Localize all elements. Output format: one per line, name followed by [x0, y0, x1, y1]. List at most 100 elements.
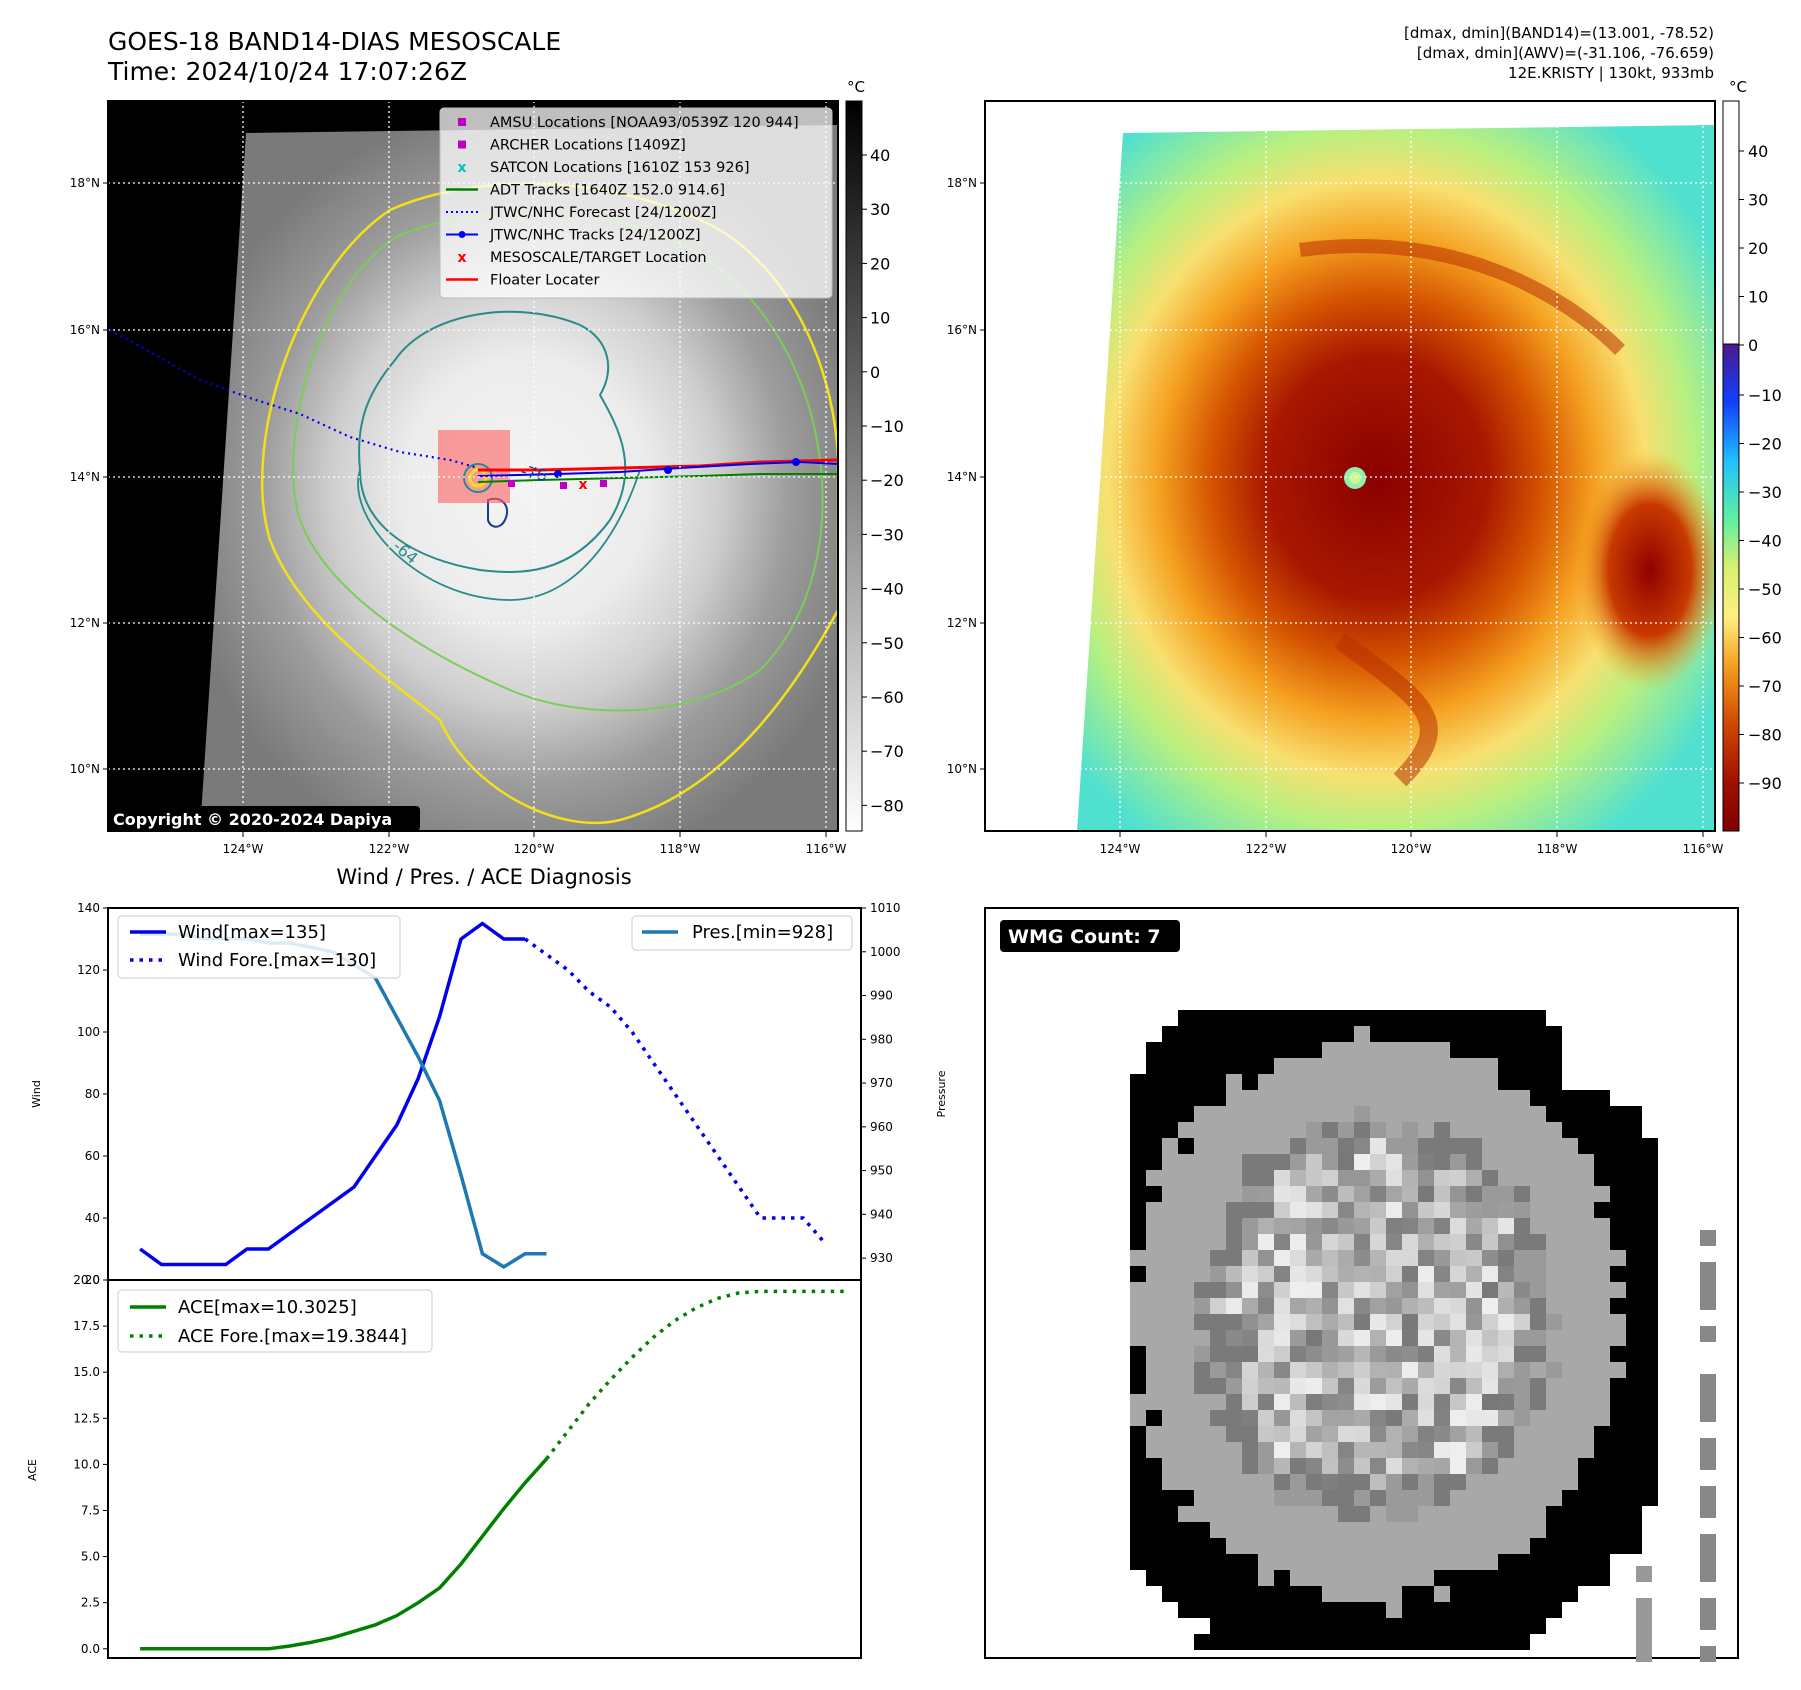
pressure-tick: 1000 — [870, 945, 901, 959]
right-ir-map: 18°N 16°N 14°N 12°N 10°N 124°W 122°W 120°W 118°… — [947, 100, 1724, 856]
forecast-track — [109, 329, 479, 470]
pressure-tick: 980 — [870, 1032, 893, 1046]
ace-tick: 17.5 — [73, 1319, 100, 1333]
legend-pressure: Pres.[min=928] — [692, 922, 833, 943]
ace-tick: 0.0 — [81, 1642, 100, 1656]
lon-label: 122°W — [1246, 842, 1287, 856]
colorbar-tick: −20 — [870, 471, 904, 490]
legend-entry: AMSU Locations [NOAA93/0539Z 120 944] — [490, 115, 799, 131]
copyright-label: Copyright © 2020-2024 Dapiya — [113, 810, 392, 829]
pressure-legend — [631, 915, 853, 951]
lat-label: 16°N — [70, 323, 100, 337]
ace-tick: 10.0 — [73, 1457, 100, 1471]
wind-tick: 60 — [85, 1149, 100, 1163]
wind-tick: 120 — [77, 963, 100, 977]
wind-pressure-chart: 20 40 60 80 100 120 140 930 940 950 960 970 980 990 10… — [77, 901, 900, 1287]
lat-label: 10°N — [947, 762, 977, 776]
legend-marker — [458, 140, 466, 149]
wind-legend — [117, 915, 401, 979]
left-colorbar-unit: °C — [847, 78, 865, 96]
legend-wind-fore: Wind Fore.[max=130] — [178, 950, 376, 971]
lat-label: 12°N — [70, 616, 100, 630]
colorbar-tick: −60 — [870, 688, 904, 707]
lat-label: 18°N — [70, 176, 100, 190]
lon-label: 118°W — [660, 842, 701, 856]
ace-line-0 — [140, 1457, 548, 1651]
legend-marker: x — [457, 160, 466, 176]
right-colorbar-unit: °C — [1729, 78, 1747, 96]
ace-tick: 15.0 — [73, 1365, 100, 1379]
wind-tick: 140 — [77, 901, 100, 915]
colorbar-tick: −80 — [1748, 726, 1782, 745]
colorbar-tick: 0 — [1748, 336, 1758, 355]
contour-teal-inner — [357, 469, 641, 601]
stats-line-2: [dmax, dmin](AWV)=(-31.106, -76.659) — [1417, 44, 1714, 62]
ace-line-1 — [545, 1289, 846, 1460]
pressure-tick: 950 — [870, 1164, 893, 1178]
colorbar-tick: −50 — [870, 634, 904, 653]
ace-tick: 7.5 — [81, 1503, 100, 1517]
pressure-tick: 940 — [870, 1207, 893, 1221]
lat-label: 16°N — [947, 323, 977, 337]
colorbar-tick: −40 — [1748, 532, 1782, 551]
floater-track — [478, 458, 839, 472]
left-lon-labels: 124°W 122°W 120°W 118°W 116°W — [223, 831, 847, 856]
colorbar-tick: −20 — [1748, 435, 1782, 454]
ace-tick: 12.5 — [73, 1411, 100, 1425]
wind-tick: 40 — [85, 1211, 100, 1225]
lat-label: 18°N — [947, 176, 977, 190]
stats-line-1: [dmax, dmin](BAND14)=(13.001, -78.52) — [1404, 24, 1714, 42]
lon-label: 120°W — [1391, 842, 1432, 856]
lat-label: 14°N — [70, 470, 100, 484]
pressure-tick: 970 — [870, 1076, 893, 1090]
ace-chart: 0.0 2.5 5.0 7.5 10.0 12.5 15.0 17.5 20.0 ACE[max=… — [73, 1273, 862, 1659]
left-lat-labels: 18°N 16°N 14°N 12°N 10°N — [70, 176, 108, 776]
legend-entry: JTWC/NHC Tracks [24/1200Z] — [489, 228, 701, 244]
right-gridlines — [985, 101, 1715, 831]
lon-label: 120°W — [514, 842, 555, 856]
right-colorbar: °C 40 30 20 10 0 −10 −20 −30 −40 −50 −60 −70 −80 −90 — [1722, 78, 1782, 832]
legend-entry: JTWC/NHC Forecast [24/1200Z] — [489, 205, 716, 221]
right-lat-labels: 18°N 16°N 14°N 12°N 10°N — [947, 176, 985, 776]
ace-axis-label: ACE — [26, 1459, 39, 1481]
colorbar-tick: 20 — [1748, 239, 1768, 258]
wind-tick: 80 — [85, 1087, 100, 1101]
title-line-1: GOES-18 BAND14-DIAS MESOSCALE — [108, 27, 561, 56]
wind-tick: 100 — [77, 1025, 100, 1039]
colorbar-tick: −70 — [1748, 677, 1782, 696]
ace-legend — [117, 1289, 433, 1353]
lat-label: 14°N — [947, 470, 977, 484]
map-legend: AMSU Locations [NOAA93/0539Z 120 944] ARC… — [439, 107, 833, 299]
lon-label: 124°W — [1100, 842, 1141, 856]
lon-label: 118°W — [1537, 842, 1578, 856]
legend-wind: Wind[max=135] — [178, 922, 326, 943]
legend-entry: SATCON Locations [1610Z 153 926] — [490, 160, 749, 176]
svg-text:x: x — [578, 477, 587, 493]
colorbar-tick: 40 — [870, 146, 890, 165]
colorbar-tick: −10 — [870, 417, 904, 436]
colorbar-tick: 30 — [1748, 191, 1768, 210]
legend-marker — [458, 118, 466, 126]
ace-tick: 5.0 — [81, 1550, 100, 1564]
colorbar-tick: 40 — [1748, 142, 1768, 161]
pressure-axis-label: Pressure — [935, 1070, 948, 1117]
colorbar-tick: 30 — [870, 200, 890, 219]
colorbar-tick: 0 — [870, 363, 880, 382]
colorbar-tick: 20 — [870, 254, 890, 273]
colorbar-tick: 10 — [870, 309, 890, 328]
pressure-tick: 960 — [870, 1120, 893, 1134]
lat-label: 12°N — [947, 616, 977, 630]
title-line-2: Time: 2024/10/24 17:07:26Z — [107, 57, 467, 86]
colorbar-tick: −90 — [1748, 774, 1782, 793]
right-lon-labels: 124°W 122°W 120°W 118°W 116°W — [1100, 831, 1724, 856]
colorbar-tick: −40 — [870, 580, 904, 599]
series-line-0 — [139, 921, 526, 1267]
lon-label: 116°W — [806, 842, 847, 856]
legend-entry: MESOSCALE/TARGET Location — [490, 250, 707, 266]
lat-label: 10°N — [70, 762, 100, 776]
colorbar-tick: −10 — [1748, 386, 1782, 405]
colorbar-tick: −50 — [1748, 580, 1782, 599]
wmg-image — [1130, 1010, 1716, 1662]
wmg-panel: WMG Count: 7 — [984, 907, 1739, 1662]
